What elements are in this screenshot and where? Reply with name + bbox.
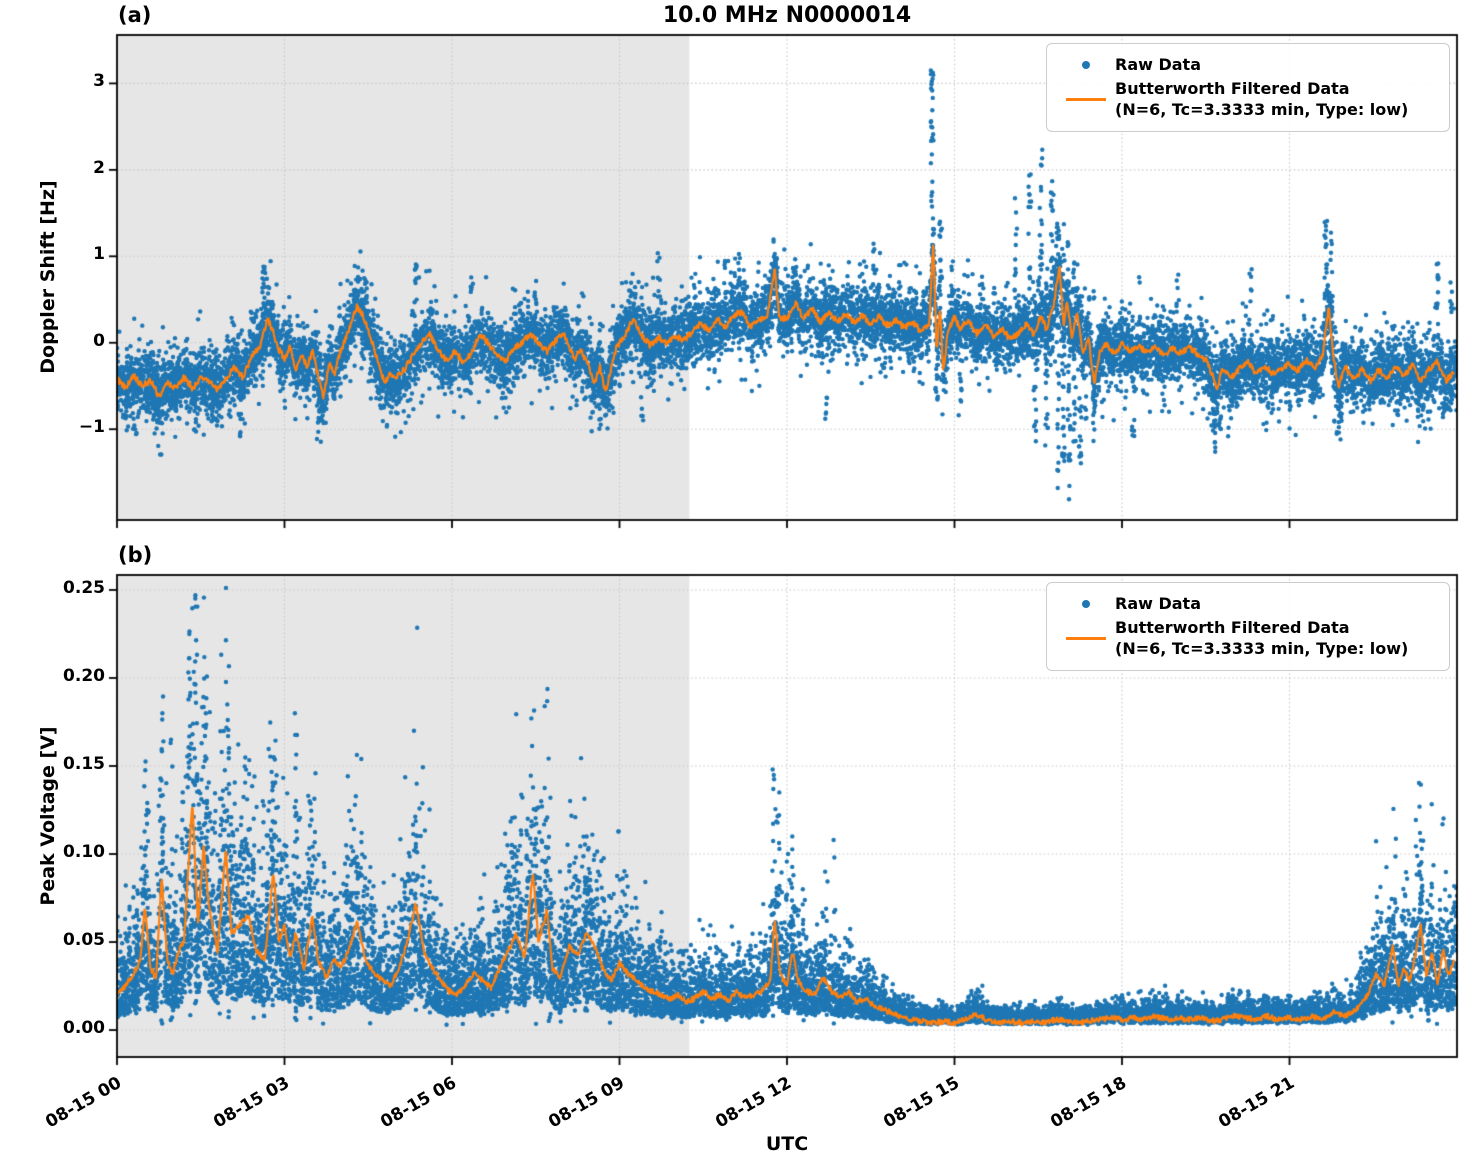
- y-tick-label: 0.20: [63, 665, 105, 686]
- panel-b-label: (b): [118, 543, 153, 567]
- legend-entry-filtered: Butterworth Filtered Data (N=6, Tc=3.333…: [1057, 617, 1437, 660]
- y-tick-label: 1: [93, 244, 105, 265]
- y-tick-label: 0.25: [63, 577, 105, 598]
- y-tick-label: 0.05: [63, 930, 105, 951]
- y-tick-label: 0.15: [63, 754, 105, 774]
- legend-entry-raw: Raw Data: [1057, 54, 1437, 76]
- legend-filtered-label: Butterworth Filtered Data (N=6, Tc=3.333…: [1115, 78, 1409, 120]
- x-axis-label-utc: UTC: [765, 1133, 809, 1155]
- legend-filtered-label: Butterworth Filtered Data (N=6, Tc=3.333…: [1115, 617, 1409, 659]
- legend-panel-a: Raw Data Butterworth Filtered Data (N=6,…: [1046, 43, 1450, 132]
- filtered-data-line-icon: [1057, 97, 1115, 101]
- y-tick-label: 0.10: [63, 842, 105, 863]
- raw-data-marker-icon: [1057, 60, 1115, 69]
- y-axis-label-voltage: Peak Voltage [V]: [37, 726, 59, 906]
- legend-entry-raw: Raw Data: [1057, 593, 1437, 615]
- legend-raw-label: Raw Data: [1115, 594, 1201, 613]
- figure-title: 10.0 MHz N0000014: [662, 3, 912, 28]
- y-tick-label: 2: [93, 157, 105, 178]
- legend-entry-filtered: Butterworth Filtered Data (N=6, Tc=3.333…: [1057, 78, 1437, 121]
- filtered-data-line-icon: [1057, 636, 1115, 640]
- y-tick-label: 0: [93, 330, 105, 351]
- y-tick-label: −1: [78, 417, 105, 438]
- panel-a-label: (a): [118, 3, 152, 27]
- raw-data-marker-icon: [1057, 599, 1115, 608]
- y-tick-label: 0.00: [63, 1018, 105, 1039]
- legend-raw-label: Raw Data: [1115, 55, 1201, 74]
- y-tick-label: 3: [93, 71, 105, 92]
- legend-panel-b: Raw Data Butterworth Filtered Data (N=6,…: [1046, 582, 1450, 671]
